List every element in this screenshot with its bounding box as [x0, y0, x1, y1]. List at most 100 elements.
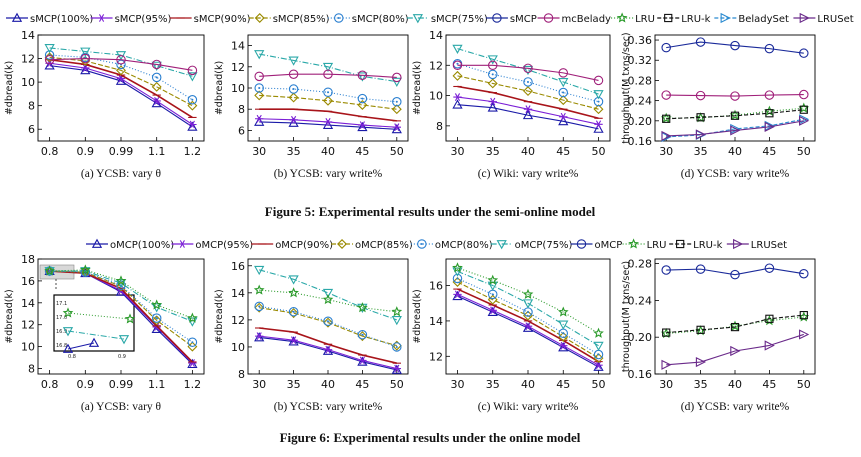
x-tick-label: 50 [592, 378, 606, 391]
data-point [799, 115, 810, 126]
data-point [254, 301, 264, 312]
y-tick-label: 0.16 [628, 368, 653, 381]
y-axis-label: throughput(M txns/sec) [621, 32, 632, 143]
data-point [323, 69, 333, 79]
data-point [187, 95, 198, 105]
series-sMCP(95%) [45, 59, 197, 129]
data-point [115, 51, 127, 61]
series-line [666, 267, 804, 276]
data-point [254, 332, 265, 342]
legend-label: LRUSet [817, 14, 853, 25]
y-axis-label: #dbread(k) [214, 289, 225, 343]
data-point-dot [395, 100, 398, 103]
data-point [187, 312, 198, 323]
legend-marker [628, 238, 639, 249]
data-point [799, 268, 809, 279]
data-point [488, 97, 497, 106]
data-point [322, 288, 334, 299]
zoom-inset: 16.8 16.9 17.0 17.1 0.8 0.9 [39, 264, 136, 360]
data-point-dot [456, 277, 459, 280]
legend-item: oMCP(75%) [490, 240, 573, 251]
x-tick-label: 1.1 [148, 378, 166, 391]
y-axis-label: #dbread(k) [4, 289, 15, 343]
series-LRU-k [662, 105, 808, 123]
legend-label: oMCP(90%) [275, 240, 333, 251]
data-point-dot [191, 98, 194, 101]
legend-item: LRUSet [793, 12, 854, 25]
y-tick-label: 0.28 [628, 258, 653, 271]
data-point [254, 83, 264, 93]
series-oMCP(90%) [255, 327, 401, 364]
series-LRU [253, 284, 403, 317]
legend-marker-dot [337, 17, 340, 19]
series-line [666, 120, 804, 137]
legend-marker [576, 239, 587, 249]
legend-marker-dot [420, 243, 423, 245]
data-point [288, 307, 299, 317]
series-line [666, 333, 804, 366]
data-point [357, 99, 368, 110]
data-point-dot [292, 88, 295, 91]
data-point [765, 314, 774, 323]
data-point [799, 89, 809, 100]
legend-label: LRUSet [751, 240, 787, 251]
data-point-dot [327, 320, 329, 323]
y-tick-label: 0.24 [628, 294, 653, 307]
data-point [452, 262, 463, 273]
series-mcBelady [44, 53, 198, 76]
data-point [559, 112, 568, 121]
data-point [115, 275, 127, 286]
data-point [187, 100, 198, 111]
data-point [357, 72, 368, 82]
inset-y-tick: 17.0 [56, 315, 67, 321]
data-point [452, 99, 463, 109]
data-point [116, 65, 126, 76]
y-tick-label: 0.20 [628, 331, 653, 344]
data-point-dot [527, 311, 529, 314]
data-point [559, 341, 568, 350]
y-tick-label: 14 [231, 287, 245, 300]
data-point [187, 65, 198, 76]
data-point [254, 71, 264, 82]
data-point [453, 93, 462, 101]
legend-marker [616, 12, 628, 23]
x-tick-label: 0.8 [41, 378, 59, 391]
subplot-caption: (c) Wiki: vary write% [478, 168, 579, 180]
series-sMCP(95%) [453, 93, 603, 129]
x-tick-label: 50 [797, 378, 811, 391]
series-mcBelady [254, 69, 402, 83]
series-line [457, 270, 599, 347]
legend-label: LRU-k [693, 240, 722, 251]
inset-y-tick: 16.9 [56, 329, 67, 335]
data-point [593, 361, 604, 371]
legend-label: oMCP(75%) [515, 240, 573, 251]
legend-item: sMCP(75%) [406, 14, 488, 25]
legend-marker [799, 12, 810, 24]
data-point [593, 75, 604, 86]
data-point [357, 70, 368, 81]
data-point [392, 342, 402, 352]
legend-label: sMCP(85%) [273, 14, 330, 25]
panel-fig5-3: 0.16 0.20 0.24 0.28 0.32 0.36 30 35 40 45 50 throug… [621, 32, 816, 180]
data-point [558, 320, 569, 330]
y-tick-label: 8 [238, 103, 245, 116]
inset-marker [62, 327, 74, 337]
data-point [187, 72, 198, 82]
data-point [391, 104, 402, 115]
series-sMCP(80%) [254, 83, 402, 107]
data-point [323, 118, 333, 126]
x-tick-label: 0.99 [109, 145, 134, 158]
data-point-dot [562, 91, 565, 94]
data-point [799, 105, 808, 114]
series-LRU-k [662, 310, 808, 337]
data-point [593, 341, 604, 352]
x-tick-label: 0.8 [41, 145, 59, 158]
data-point [187, 121, 198, 131]
data-point [391, 124, 402, 134]
subplot-caption: (b) YCSB: vary write% [274, 401, 383, 413]
data-point [187, 337, 198, 347]
data-point-dot [191, 341, 194, 344]
data-point-dot [597, 353, 600, 356]
data-point [730, 91, 740, 101]
data-point-dot [361, 333, 364, 336]
